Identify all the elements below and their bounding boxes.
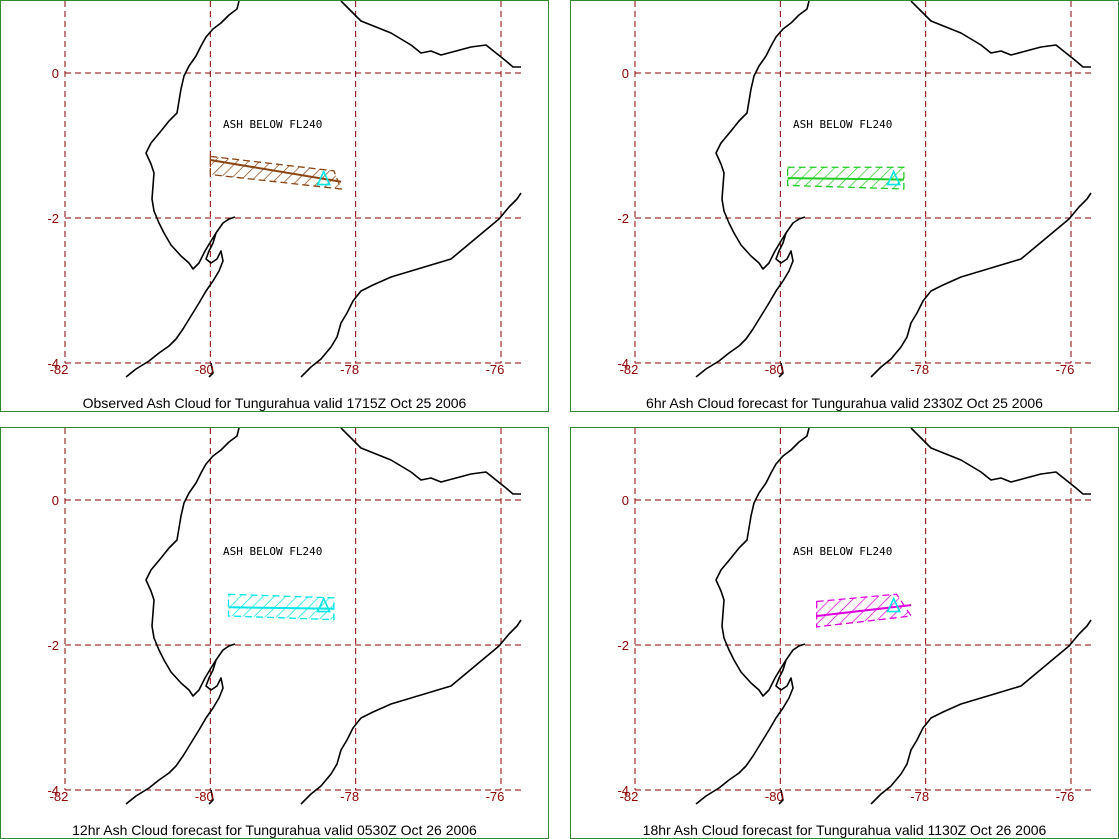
coastline xyxy=(340,1,521,68)
ash-level-label: ASH BELOW FL240 xyxy=(223,545,322,558)
volcano-icon xyxy=(886,169,901,186)
lon-tick-label: -80 xyxy=(195,789,214,804)
coastline xyxy=(125,659,224,805)
lat-tick-label: -2 xyxy=(47,211,59,226)
panel-18hr: 0 -2 -4 -82 -80 -78 -76 ASH BELOW FL240 18hr Ash… xyxy=(570,427,1119,839)
lon-tick-label: -76 xyxy=(486,362,505,377)
lon-tick-label: -80 xyxy=(765,362,784,377)
lon-tick-label: -76 xyxy=(1056,789,1075,804)
panel-caption: 18hr Ash Cloud forecast for Tungurahua v… xyxy=(642,822,1047,838)
ash-map: 0 -2 -4-82 -80 -78 -76 ASH BELOW FL240 xyxy=(47,1,522,378)
coastline xyxy=(300,619,522,805)
panel-6hr: 0 -2 -4 -82 -80 -78 -76 ASH BELOW FL240 6hr Ash … xyxy=(570,0,1119,412)
lon-tick-label: -76 xyxy=(486,789,505,804)
coastline xyxy=(208,362,214,378)
lon-tick-label: -78 xyxy=(340,789,359,804)
coastline xyxy=(208,789,214,805)
ash-level-label: ASH BELOW FL240 xyxy=(223,118,322,131)
coastline xyxy=(340,428,521,495)
coastline xyxy=(870,619,1092,805)
lon-tick-label: -80 xyxy=(765,789,784,804)
coastline xyxy=(125,232,224,378)
lat-tick-label: 0 xyxy=(622,66,629,81)
panel-caption: Observed Ash Cloud for Tungurahua valid … xyxy=(82,395,467,411)
lon-tick-label: -78 xyxy=(910,362,929,377)
lat-tick-label: -4 xyxy=(617,783,629,798)
lat-tick-label: 0 xyxy=(622,493,629,508)
lat-tick-label: 0 xyxy=(52,493,59,508)
lat-tick-label: 0 xyxy=(52,66,59,81)
lon-tick-label: -82 xyxy=(620,789,639,804)
ash-cloud-region xyxy=(227,593,335,621)
coastline xyxy=(145,428,240,697)
coastline xyxy=(695,659,794,805)
ash-cloud-axis xyxy=(816,604,912,617)
coastline xyxy=(870,192,1092,378)
coastline xyxy=(715,428,810,697)
ash-map: 0 -2 -4-82 -80 -78 -76 ASH BELOW FL240 xyxy=(617,428,1092,805)
ash-cloud-axis xyxy=(210,159,342,183)
coastline xyxy=(695,232,794,378)
ash-level-label: ASH BELOW FL240 xyxy=(793,118,892,131)
panel-12hr: 0 -2 -4 -82 -80 -78 -76 ASH BELOW FL240 12hr Ash… xyxy=(0,427,549,839)
lon-tick-label: -82 xyxy=(50,789,69,804)
ash-cloud-axis xyxy=(787,177,904,181)
lon-tick-label: -80 xyxy=(195,362,214,377)
ash-level-label: ASH BELOW FL240 xyxy=(793,545,892,558)
coastline xyxy=(145,1,240,270)
lat-tick-label: -2 xyxy=(617,211,629,226)
lat-tick-label: -4 xyxy=(47,783,59,798)
lon-tick-label: -82 xyxy=(50,362,69,377)
lat-tick-label: -4 xyxy=(47,356,59,371)
ash-map: 0 -2 -4-82 -80 -78 -76 ASH BELOW FL240 xyxy=(617,1,1092,378)
lat-tick-label: -2 xyxy=(47,638,59,653)
volcano-icon xyxy=(886,596,901,613)
volcano-icon xyxy=(316,169,331,186)
panel-caption: 12hr Ash Cloud forecast for Tungurahua v… xyxy=(72,822,477,838)
lon-tick-label: -76 xyxy=(1056,362,1075,377)
coastline xyxy=(715,1,810,270)
lon-tick-label: -78 xyxy=(910,789,929,804)
coastline xyxy=(910,1,1091,68)
panel-caption: 6hr Ash Cloud forecast for Tungurahua va… xyxy=(646,395,1043,411)
coastline xyxy=(910,428,1091,495)
panel-observed: 0 -2 -4 -82 -80 -78 -76 ASH BELOW FL240 Observed… xyxy=(0,0,549,412)
coastline xyxy=(300,192,522,378)
lon-tick-label: -78 xyxy=(340,362,359,377)
ash-map: 0 -2 -4-82 -80 -78 -76 ASH BELOW FL240 xyxy=(47,428,522,805)
lon-tick-label: -82 xyxy=(620,362,639,377)
ash-cloud-axis xyxy=(228,606,334,610)
coastline xyxy=(778,362,784,378)
lat-tick-label: -4 xyxy=(617,356,629,371)
volcano-icon xyxy=(316,596,331,613)
coastline xyxy=(778,789,784,805)
lat-tick-label: -2 xyxy=(617,638,629,653)
